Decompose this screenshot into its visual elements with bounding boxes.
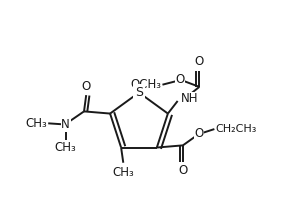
Text: O: O (175, 73, 185, 86)
Text: O: O (195, 55, 204, 68)
Text: NH: NH (181, 92, 199, 105)
Text: CH₂CH₃: CH₂CH₃ (216, 124, 257, 134)
Text: N: N (61, 118, 70, 131)
Text: O: O (81, 79, 91, 93)
Text: O: O (178, 164, 188, 177)
Text: CH₃: CH₃ (112, 166, 134, 179)
Text: CH₃: CH₃ (26, 117, 47, 130)
Text: O: O (195, 127, 204, 140)
Text: CH₃: CH₃ (55, 141, 76, 154)
Text: S: S (135, 86, 143, 99)
Text: OCH₃: OCH₃ (130, 78, 161, 91)
